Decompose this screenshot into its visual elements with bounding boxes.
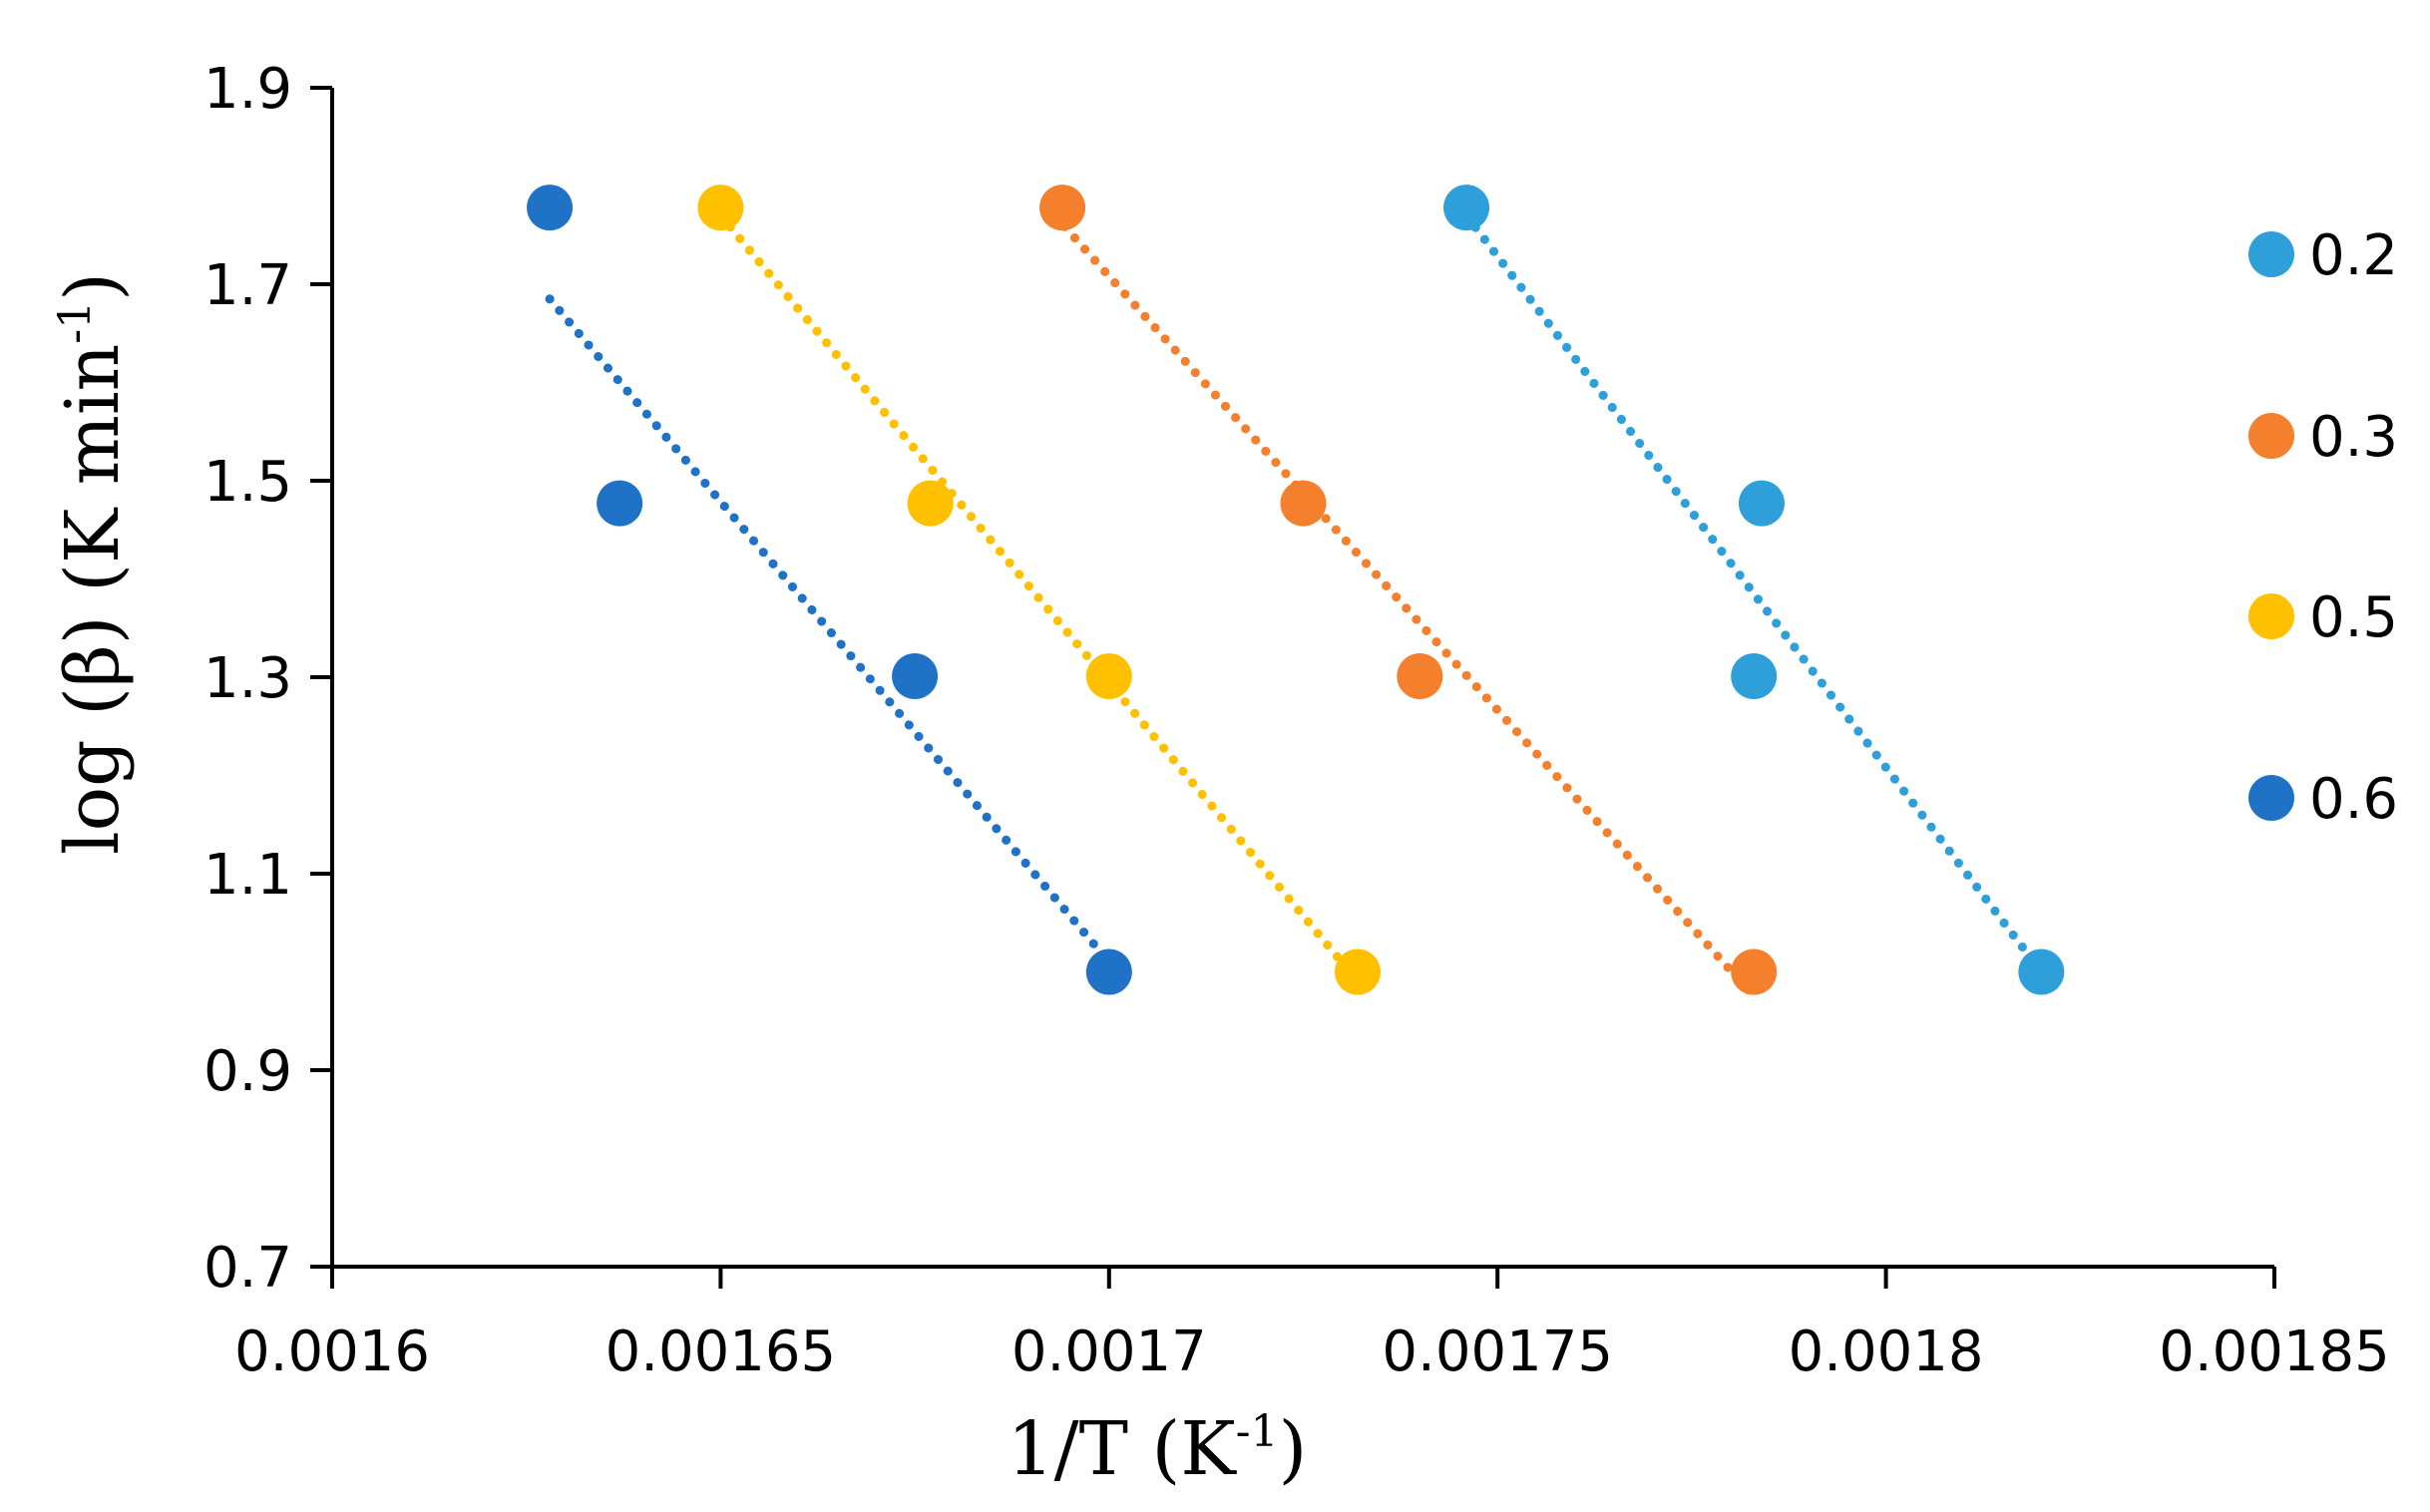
legend-label: 0.6 bbox=[2309, 767, 2398, 832]
data-point-0.6 bbox=[1085, 948, 1132, 995]
data-point-0.2 bbox=[2018, 948, 2065, 995]
y-tick-label: 0.9 bbox=[203, 1039, 292, 1104]
data-point-0.3 bbox=[1731, 948, 1778, 995]
data-point-0.5 bbox=[697, 185, 744, 231]
y-tick-label: 1.9 bbox=[203, 57, 292, 122]
x-tick-label: 0.0017 bbox=[1012, 1320, 1207, 1384]
data-point-0.3 bbox=[1397, 653, 1443, 700]
x-tick-label: 0.00165 bbox=[606, 1320, 837, 1384]
trendline-0.3 bbox=[1049, 210, 1759, 1001]
x-tick-label: 0.00185 bbox=[2159, 1320, 2390, 1384]
legend-marker-0.3 bbox=[2248, 413, 2294, 459]
x-tick-label: 0.0016 bbox=[234, 1320, 430, 1384]
x-axis-title: 1/T (K-1) bbox=[1008, 1406, 1308, 1492]
trendline-0.5 bbox=[715, 210, 1355, 976]
x-tick-label: 0.00175 bbox=[1382, 1320, 1613, 1384]
axes bbox=[330, 88, 2274, 1269]
data-points bbox=[527, 185, 2065, 995]
data-point-0.3 bbox=[1280, 480, 1327, 527]
legend: 0.2 0.3 0.5 0.6 bbox=[2248, 223, 2398, 832]
data-point-0.6 bbox=[597, 480, 643, 527]
data-point-0.6 bbox=[527, 185, 574, 231]
y-tick-label: 1.5 bbox=[203, 450, 292, 515]
legend-label: 0.5 bbox=[2309, 585, 2398, 650]
y-tick-label: 1.1 bbox=[203, 843, 292, 908]
legend-marker-0.6 bbox=[2248, 775, 2294, 821]
legend-marker-0.5 bbox=[2248, 593, 2294, 639]
y-axis-title: log (β) (K min-1) bbox=[50, 272, 136, 855]
data-point-0.3 bbox=[1039, 185, 1086, 231]
data-point-0.2 bbox=[1738, 480, 1785, 527]
legend-label: 0.2 bbox=[2309, 223, 2398, 288]
trendline-layer bbox=[545, 210, 2046, 1001]
ticks: 0.7 0.9 1.1 1.3 1.5 1.7 1.9 0.0016 0.00165 0.0017… bbox=[203, 57, 2390, 1384]
trendline-0.2 bbox=[1461, 210, 2046, 976]
data-point-0.2 bbox=[1443, 185, 1490, 231]
legend-label: 0.3 bbox=[2309, 405, 2398, 470]
x-tick-label: 0.0018 bbox=[1789, 1320, 1984, 1384]
trendline-0.6 bbox=[545, 294, 1114, 967]
data-point-0.5 bbox=[907, 480, 954, 527]
data-point-0.5 bbox=[1085, 653, 1132, 700]
legend-marker-0.2 bbox=[2248, 231, 2294, 277]
data-point-0.6 bbox=[892, 653, 939, 700]
y-tick-label: 0.7 bbox=[203, 1236, 292, 1301]
y-tick-label: 1.3 bbox=[203, 646, 292, 711]
data-point-0.5 bbox=[1335, 948, 1382, 995]
data-point-0.2 bbox=[1731, 653, 1778, 700]
y-tick-label: 1.7 bbox=[203, 253, 292, 318]
